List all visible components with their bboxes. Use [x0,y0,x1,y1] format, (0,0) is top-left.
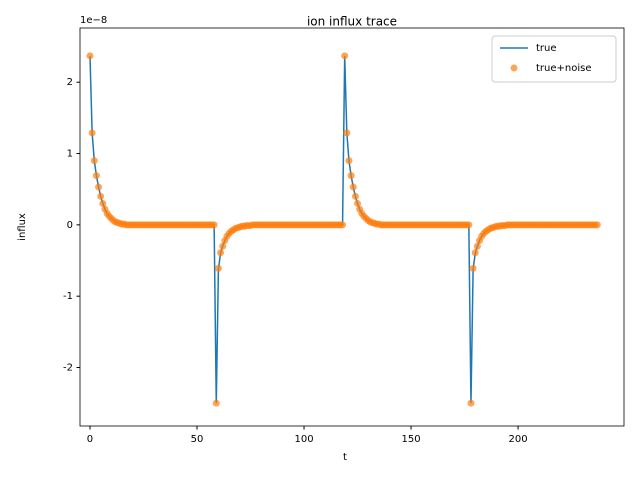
scatter-point [214,264,222,272]
scatter-point [97,192,105,200]
scatter-point [473,242,481,250]
scatter-point [469,264,477,272]
scatter-point [95,183,103,191]
scatter-point [217,249,225,257]
scatter-point [92,172,100,180]
series-line [89,55,598,404]
scatter-point [465,221,473,229]
scatter-point [354,199,362,207]
scatter-point [347,172,355,180]
scatter-point [210,221,218,229]
x-tick-label: 150 [401,434,420,445]
legend-swatch [510,64,518,72]
y-tick-label: 0 [67,220,73,231]
y-tick-label: -2 [63,363,73,374]
y-tick-label: 2 [67,77,73,88]
y-tick-label: -1 [63,291,73,302]
scatter-point [212,399,220,407]
scatter-point [99,199,107,207]
x-tick-label: 50 [191,434,204,445]
scatter-point [467,399,475,407]
y-axis-label: influx [17,213,28,241]
scatter-point [219,242,227,250]
x-tick-label: 200 [509,434,528,445]
scatter-point [349,183,357,191]
y-offset-label: 1e−8 [80,15,107,26]
x-tick-label: 100 [294,434,313,445]
scatter-point [86,52,94,60]
x-tick-label: 0 [87,434,93,445]
y-tick-label: 1 [67,149,73,160]
chart-title: ion influx trace [307,15,397,29]
scatter-point [345,157,353,165]
scatter-point [351,192,359,200]
scatter-point [343,129,351,137]
scatter-point [90,157,98,165]
plot-frame [79,27,625,427]
scatter-point [339,221,347,229]
scatter-point [593,221,601,229]
scatter-point [88,129,96,137]
legend-label: true+noise [536,63,592,74]
scatter-point [341,52,349,60]
scatter-point [471,249,479,257]
legend-label: true [536,43,557,54]
x-axis-label: t [343,452,347,463]
